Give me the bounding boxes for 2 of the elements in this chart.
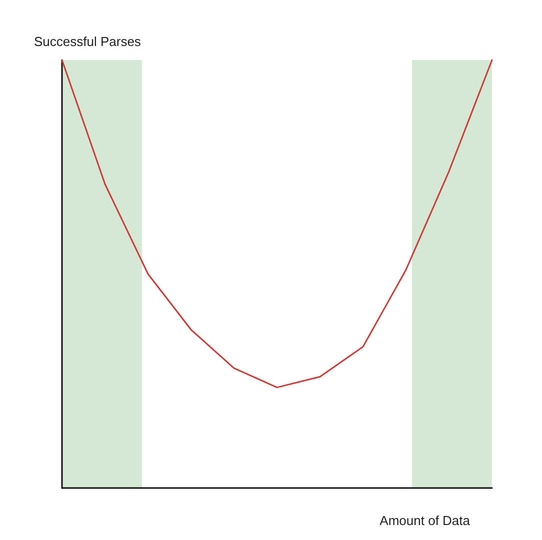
x-axis-title: Amount of Data: [380, 513, 471, 528]
y-axis-title: Successful Parses: [34, 34, 142, 49]
